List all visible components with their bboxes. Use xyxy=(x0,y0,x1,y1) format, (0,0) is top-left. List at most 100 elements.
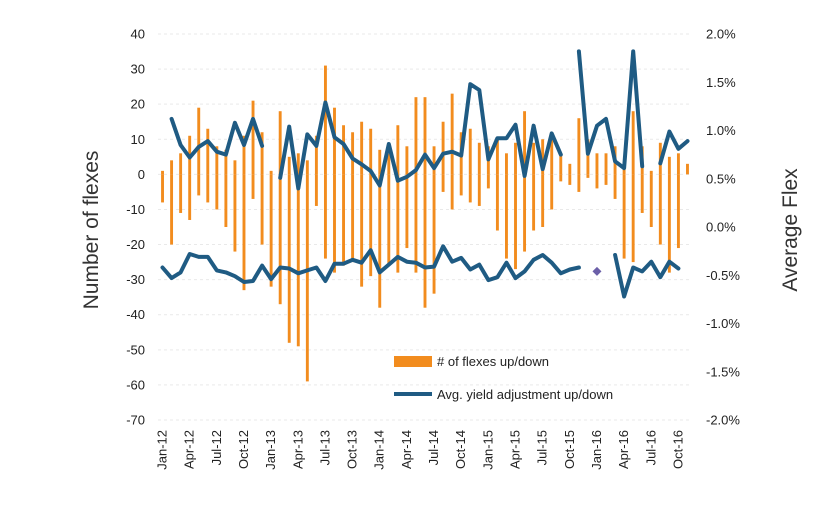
bar-down xyxy=(342,174,345,266)
bar-up xyxy=(432,146,436,175)
bar-up xyxy=(568,163,572,175)
bar-down xyxy=(179,174,183,213)
line-up-segment xyxy=(169,116,265,160)
x-tick-label: Jul-15 xyxy=(535,430,550,465)
bar-down xyxy=(242,174,246,291)
bar-down xyxy=(468,174,472,203)
y-axis-title: Number of flexes xyxy=(80,151,103,310)
bar-down xyxy=(296,174,300,347)
line-down-segment xyxy=(160,244,581,284)
bar-down xyxy=(450,174,454,210)
x-tick-label: Jan-12 xyxy=(155,430,170,470)
bar-down xyxy=(532,174,536,231)
y-tick-label: -70 xyxy=(126,413,145,428)
bar-down xyxy=(649,174,653,227)
y-tick-label: 0 xyxy=(138,167,145,182)
bar-up xyxy=(495,139,499,175)
bar-down xyxy=(622,174,626,259)
bar-up xyxy=(396,125,400,175)
y-tick-label: 20 xyxy=(131,97,145,112)
x-tick-label: Apr-12 xyxy=(182,430,197,469)
bar-down xyxy=(305,174,309,382)
bar-down xyxy=(333,174,336,273)
bar-up xyxy=(242,135,246,175)
y-tick-label: -50 xyxy=(126,342,145,357)
bar-down xyxy=(251,174,255,199)
bar-up xyxy=(296,153,300,175)
bar-down xyxy=(676,174,680,249)
bar-up xyxy=(233,160,237,175)
y2-tick-label: 0.0% xyxy=(706,220,736,235)
bar-up xyxy=(667,156,671,175)
right-axis-ticks: 2.0% 1.5% 1.0% 0.5% 0.0% -0.5% -1.0% -1.5% -2.0% xyxy=(706,27,740,428)
x-tick-label: Apr-15 xyxy=(508,430,523,469)
bar-down xyxy=(351,174,355,263)
y-tick-label: 40 xyxy=(131,27,145,42)
bar-up xyxy=(197,107,201,175)
x-tick-label: Jul-13 xyxy=(317,430,332,465)
bar-down xyxy=(206,174,210,203)
bar-down xyxy=(523,174,527,252)
bar-up xyxy=(649,170,653,175)
bar-up xyxy=(441,121,445,175)
bar-up xyxy=(170,160,174,175)
bar-down xyxy=(323,174,327,259)
bar-down xyxy=(441,174,445,192)
bar-down xyxy=(559,174,563,182)
bar-down xyxy=(233,174,237,252)
bar-up xyxy=(405,146,409,175)
line-up-segment xyxy=(658,129,690,166)
y2-tick-label: 1.0% xyxy=(706,123,736,138)
bar-down xyxy=(586,174,590,178)
bar-down xyxy=(287,174,291,343)
bar-up xyxy=(179,153,183,175)
bar-down xyxy=(188,174,192,220)
bar-down xyxy=(360,174,364,287)
line-up-segment xyxy=(278,82,563,191)
legend-label-line: Avg. yield adjustment up/down xyxy=(437,387,613,402)
bar-up xyxy=(215,146,219,175)
x-tick-label: Jan-13 xyxy=(263,430,278,470)
y2-tick-label: -1.5% xyxy=(706,364,740,379)
bar-up xyxy=(604,153,608,175)
bar-down xyxy=(269,174,273,287)
diamond-marker xyxy=(592,266,602,276)
bar-up xyxy=(260,132,264,175)
bar-up xyxy=(676,153,680,175)
bar-down xyxy=(369,174,373,277)
bar-down xyxy=(604,174,608,185)
y-tick-label: -40 xyxy=(126,307,145,322)
bar-up xyxy=(323,65,327,175)
bar-up xyxy=(477,142,481,175)
bar-down xyxy=(432,174,436,294)
bar-up xyxy=(287,156,291,175)
y-tick-label: 10 xyxy=(131,132,145,147)
bar-down xyxy=(667,174,671,273)
bar-up xyxy=(378,149,382,175)
bar-down xyxy=(197,174,201,196)
bar-up xyxy=(161,170,164,175)
bar-up xyxy=(351,132,355,175)
x-tick-label: Oct-12 xyxy=(236,430,251,469)
bar-up xyxy=(686,163,689,175)
y2-tick-label: 0.5% xyxy=(706,171,736,186)
y-tick-label: -60 xyxy=(126,377,145,392)
bar-down xyxy=(577,174,581,192)
bar-down xyxy=(260,174,264,245)
y2-tick-label: 1.5% xyxy=(706,75,736,90)
legend: # of flexes up/down Avg. yield adjustmen… xyxy=(394,354,613,402)
x-tick-label: Oct-13 xyxy=(345,430,360,469)
bar-down xyxy=(414,174,418,273)
bar-down xyxy=(459,174,463,196)
x-tick-label: Jan-15 xyxy=(480,430,495,470)
bar-up xyxy=(387,153,391,175)
bar-up xyxy=(586,139,590,175)
x-tick-label: Apr-14 xyxy=(399,430,414,469)
bar-up xyxy=(314,135,318,175)
line-series xyxy=(160,49,690,299)
bar-up xyxy=(360,121,364,175)
bar-down xyxy=(595,174,599,189)
bar-up xyxy=(577,118,581,175)
bar-up xyxy=(532,142,536,175)
bar-down xyxy=(541,174,545,227)
